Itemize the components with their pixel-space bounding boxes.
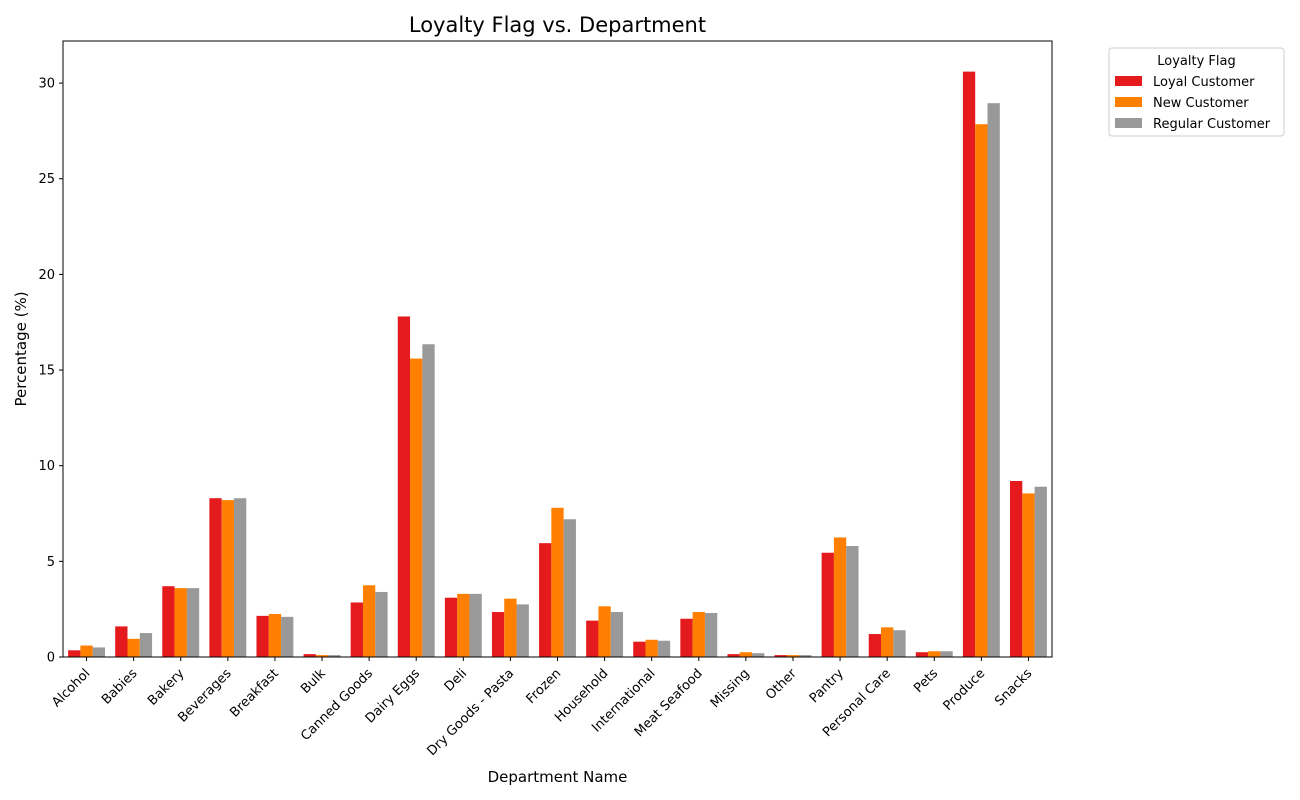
x-tick-label: Bulk (298, 666, 329, 697)
bar-regular-customer-pets (940, 651, 953, 657)
y-tick-label: 30 (38, 77, 55, 92)
legend-swatch (1115, 118, 1142, 128)
bar-regular-customer-frozen (563, 519, 576, 657)
bar-regular-customer-deli (469, 593, 482, 657)
bar-new-customer-breakfast (268, 613, 282, 657)
legend-label: Regular Customer (1153, 117, 1271, 132)
bar-new-customer-personal-care (881, 627, 894, 657)
x-tick-label: Deli (442, 666, 470, 694)
bars-layer (68, 71, 1047, 658)
bar-loyal-customer-deli (444, 597, 458, 657)
bar-regular-customer-bakery (186, 588, 200, 657)
bar-regular-customer-breakfast (281, 616, 294, 657)
bar-loyal-customer-pantry (821, 552, 834, 657)
x-tick-label: Produce (941, 666, 989, 714)
y-tick-label: 10 (38, 459, 55, 474)
y-tick-label: 25 (38, 172, 55, 187)
bar-loyal-customer-household (586, 620, 599, 657)
x-tick-label: Babies (99, 666, 141, 708)
bar-regular-customer-babies (139, 633, 153, 657)
bar-loyal-customer-snacks (1010, 481, 1023, 657)
y-tick-label: 15 (38, 364, 55, 379)
bar-loyal-customer-personal-care (868, 634, 882, 657)
bar-regular-customer-bulk (328, 655, 341, 657)
x-tick-label: Frozen (524, 666, 565, 707)
bar-new-customer-frozen (551, 507, 564, 657)
bar-new-customer-missing (739, 652, 753, 657)
bar-new-customer-canned-goods (362, 585, 376, 657)
bar-loyal-customer-canned-goods (350, 602, 363, 657)
bar-loyal-customer-dairy-eggs (397, 316, 411, 657)
bar-loyal-customer-frozen (539, 543, 552, 657)
legend: Loyalty Flag Loyal Customer New Customer R… (1108, 47, 1285, 137)
bar-regular-customer-missing (752, 653, 765, 657)
bar-loyal-customer-pets (915, 652, 929, 657)
bar-regular-customer-personal-care (893, 630, 906, 657)
bar-regular-customer-canned-goods (375, 591, 388, 657)
bar-new-customer-bakery (174, 588, 187, 657)
bar-regular-customer-household (610, 612, 624, 657)
x-tick-label: Alcohol (49, 666, 93, 710)
x-tick-label: Dry Goods - Pasta (424, 666, 517, 759)
bar-loyal-customer-bulk (303, 654, 316, 657)
x-axis-label: Department Name (488, 768, 628, 786)
bar-new-customer-pantry (833, 537, 847, 657)
bar-loyal-customer-babies (115, 626, 128, 657)
bar-new-customer-household (598, 606, 611, 657)
bar-loyal-customer-other (774, 655, 787, 657)
bar-regular-customer-dry-goods-pasta (516, 604, 529, 657)
legend-frame (1108, 47, 1285, 137)
bar-new-customer-other (786, 655, 800, 657)
bar-new-customer-beverages (221, 500, 234, 657)
y-tick-label: 5 (47, 555, 55, 570)
bar-loyal-customer-international (633, 641, 646, 657)
bar-new-customer-bulk (315, 655, 329, 657)
x-tick-label: Bakery (145, 666, 188, 709)
y-axis-label: Percentage (%) (12, 291, 30, 406)
bar-new-customer-deli (457, 593, 470, 657)
bar-new-customer-international (645, 639, 658, 657)
legend-items: Loyal Customer New Customer Regular Custom… (1115, 75, 1271, 132)
bar-new-customer-babies (127, 638, 140, 657)
bar-new-customer-produce (975, 124, 988, 658)
bar-regular-customer-pantry (846, 546, 859, 657)
x-tick-label: Pets (911, 666, 941, 696)
bar-regular-customer-beverages (233, 498, 247, 657)
x-tick-label: Breakfast (227, 666, 281, 720)
bar-loyal-customer-dry-goods-pasta (491, 612, 505, 657)
chart-title: Loyalty Flag vs. Department (409, 13, 706, 37)
legend-label: New Customer (1153, 96, 1249, 111)
y-tick-label: 20 (38, 268, 55, 283)
bar-regular-customer-international (657, 640, 671, 657)
bar-loyal-customer-beverages (209, 498, 222, 657)
x-tick-label: Snacks (992, 666, 1035, 709)
bar-regular-customer-other (799, 655, 812, 657)
bar-regular-customer-meat-seafood (704, 613, 718, 657)
x-tick-label: Other (763, 666, 800, 703)
bar-new-customer-dairy-eggs (410, 358, 423, 657)
legend-swatch (1115, 97, 1142, 107)
bar-new-customer-pets (928, 651, 941, 657)
bar-loyal-customer-missing (727, 654, 740, 657)
legend-swatch (1115, 76, 1142, 86)
bar-loyal-customer-meat-seafood (680, 618, 693, 657)
bar-new-customer-meat-seafood (692, 612, 705, 657)
bar-new-customer-alcohol (80, 645, 93, 657)
legend-label: Loyal Customer (1153, 75, 1255, 90)
legend-title: Loyalty Flag (1157, 54, 1235, 69)
bar-loyal-customer-breakfast (256, 615, 269, 657)
bar-new-customer-snacks (1022, 493, 1035, 657)
y-tick-label: 0 (47, 651, 55, 666)
bar-regular-customer-dairy-eggs (422, 344, 435, 657)
bar-loyal-customer-alcohol (68, 650, 81, 657)
x-tick-label: Missing (708, 666, 753, 711)
bar-loyal-customer-produce (962, 71, 976, 658)
bar-loyal-customer-bakery (162, 586, 175, 657)
bar-new-customer-dry-goods-pasta (504, 598, 517, 657)
x-tick-label: Pantry (807, 666, 847, 706)
bar-regular-customer-snacks (1034, 486, 1047, 657)
bar-regular-customer-produce (987, 103, 1000, 658)
bar-regular-customer-alcohol (92, 647, 105, 657)
